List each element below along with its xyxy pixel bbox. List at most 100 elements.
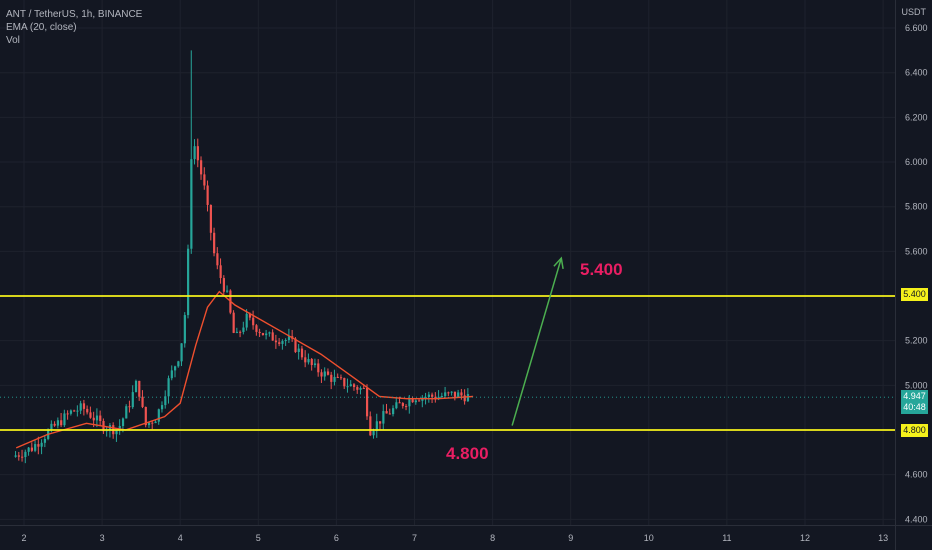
bullish-candle — [27, 447, 30, 452]
bearish-candle — [339, 377, 343, 379]
bullish-candle — [14, 455, 17, 457]
bullish-candle — [424, 396, 427, 398]
price-tick-label: 6.400 — [905, 68, 928, 78]
bullish-candle — [392, 408, 395, 415]
bullish-candle — [265, 333, 268, 336]
last-price-tag: 4.947 40:48 — [901, 390, 928, 414]
bullish-candle — [226, 290, 229, 292]
bearish-candle — [196, 146, 199, 161]
bullish-candle — [287, 336, 291, 341]
bearish-candle — [411, 399, 414, 403]
bullish-candle — [177, 361, 180, 367]
bearish-candle — [460, 392, 463, 396]
bearish-candle — [37, 444, 40, 447]
price-tick-label: 6.200 — [905, 112, 928, 122]
price-tick-label: 5.200 — [905, 336, 928, 346]
bullish-candle — [382, 411, 385, 424]
bearish-candle — [463, 395, 466, 402]
ema-line — [15, 290, 474, 449]
bullish-candle — [173, 366, 177, 371]
upper-level-tag: 5.400 — [901, 288, 928, 301]
bearish-candle — [326, 371, 330, 375]
bearish-candle — [141, 396, 144, 407]
bearish-candle — [379, 421, 382, 424]
bearish-candle — [388, 413, 391, 415]
time-tick-label: 4 — [178, 533, 183, 543]
bearish-candle — [365, 388, 369, 417]
bearish-candle — [385, 411, 388, 414]
bearish-candle — [209, 204, 212, 233]
time-tick-label: 3 — [100, 533, 105, 543]
volume-legend[interactable]: Vol — [6, 35, 20, 46]
bearish-candle — [21, 456, 24, 458]
bullish-candle — [297, 348, 300, 352]
price-tick-label: 4.600 — [905, 470, 928, 480]
bullish-candle — [164, 396, 167, 406]
candles — [14, 50, 470, 464]
bearish-candle — [255, 325, 258, 332]
bearish-candle — [216, 253, 219, 266]
symbol-legend[interactable]: ANT / TetherUS, 1h, BINANCE — [6, 9, 143, 20]
bullish-candle — [63, 413, 66, 426]
bearish-candle — [203, 174, 206, 186]
bullish-candle — [154, 421, 157, 424]
time-tick-label: 12 — [800, 533, 810, 543]
bearish-candle — [239, 331, 242, 333]
lower-level-tag: 4.800 — [901, 424, 928, 437]
bearish-candle — [352, 384, 356, 388]
bearish-candle — [151, 422, 154, 424]
bullish-candle — [24, 451, 27, 458]
bullish-candle — [466, 394, 470, 402]
projection-arrow — [511, 257, 563, 426]
bearish-candle — [92, 417, 95, 421]
bearish-candle — [274, 340, 278, 343]
bearish-candle — [252, 317, 255, 326]
bearish-candle — [362, 387, 365, 389]
bullish-candle — [281, 341, 284, 344]
candle-countdown: 40:48 — [903, 402, 926, 412]
bearish-candle — [310, 359, 313, 366]
bearish-candle — [330, 374, 333, 382]
bearish-candle — [261, 333, 265, 336]
projection-arrowhead — [553, 256, 564, 270]
bullish-candle — [359, 387, 362, 390]
bullish-candle — [444, 392, 447, 396]
ema-legend[interactable]: EMA (20, close) — [6, 22, 77, 33]
bearish-candle — [99, 415, 102, 421]
bearish-candle — [213, 232, 216, 254]
bullish-candle — [50, 423, 53, 431]
bearish-candle — [17, 455, 20, 457]
price-tick-label: 5.600 — [905, 246, 928, 256]
bullish-candle — [450, 391, 453, 393]
bullish-candle — [170, 370, 173, 379]
bearish-candle — [431, 394, 434, 397]
bearish-candle — [82, 403, 86, 409]
bullish-candle — [313, 363, 317, 366]
bearish-candle — [248, 313, 252, 318]
bearish-candle — [320, 372, 323, 377]
bearish-candle — [317, 363, 320, 373]
bearish-candle — [271, 332, 274, 341]
bullish-candle — [193, 146, 196, 160]
bearish-candle — [30, 447, 34, 451]
bullish-candle — [134, 380, 138, 393]
price-tick-label: 5.800 — [905, 202, 928, 212]
bullish-candle — [95, 415, 99, 421]
bearish-candle — [86, 408, 89, 413]
last-price-value: 4.947 — [903, 391, 926, 401]
bullish-candle — [56, 420, 60, 426]
bearish-candle — [232, 312, 235, 333]
time-tick-label: 8 — [490, 533, 495, 543]
time-tick-label: 13 — [878, 533, 888, 543]
bearish-candle — [300, 348, 304, 358]
bullish-candle — [157, 409, 160, 422]
bullish-candle — [395, 402, 398, 409]
time-tick-label: 7 — [412, 533, 417, 543]
bearish-candle — [356, 387, 359, 390]
bullish-candle — [125, 406, 128, 419]
price-tick-label: 5.000 — [905, 380, 928, 390]
bullish-candle — [346, 386, 349, 388]
time-tick-label: 2 — [21, 533, 26, 543]
